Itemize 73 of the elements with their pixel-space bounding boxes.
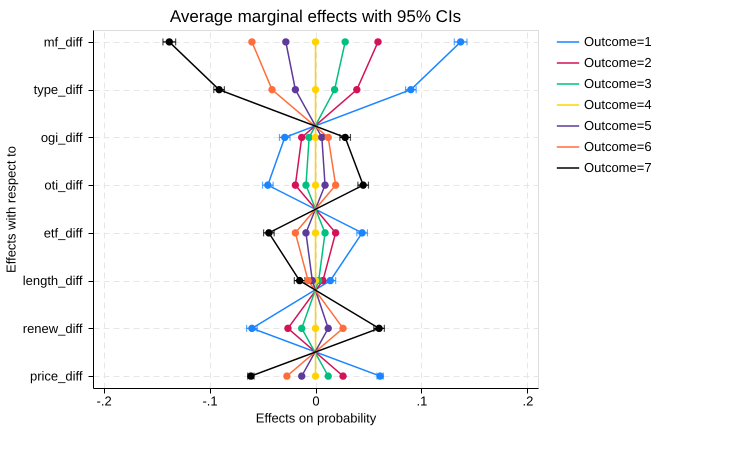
y-tick-label: renew_diff: [22, 320, 83, 336]
point: [284, 324, 292, 332]
point: [298, 324, 306, 332]
y-axis-title: Effects with respect to: [4, 146, 19, 273]
point: [407, 86, 415, 94]
legend-label: Outcome=6: [584, 139, 652, 154]
point: [326, 276, 334, 284]
point: [298, 372, 306, 380]
point: [312, 181, 320, 189]
legend-label: Outcome=1: [584, 34, 652, 49]
point: [330, 86, 338, 94]
y-tick-label: oti_diff: [44, 178, 83, 193]
point: [281, 134, 288, 142]
point: [248, 38, 256, 46]
point: [265, 229, 273, 237]
point: [318, 134, 326, 142]
legend-label: Outcome=5: [584, 118, 652, 133]
point: [353, 86, 361, 94]
legend-label: Outcome=3: [584, 76, 652, 91]
point: [302, 181, 310, 189]
point: [456, 38, 464, 46]
y-tick-label: ogi_diff: [40, 130, 83, 145]
y-tick-label: etf_diff: [44, 225, 83, 240]
point: [375, 324, 383, 332]
point: [312, 86, 320, 94]
y-tick-label: length_diff: [22, 273, 83, 288]
chart-title: Average marginal effects with 95% CIs: [170, 7, 462, 26]
point: [292, 86, 300, 94]
point: [248, 324, 256, 332]
point: [341, 134, 349, 142]
point: [339, 372, 347, 380]
point: [312, 324, 320, 332]
point: [264, 181, 272, 189]
point: [339, 324, 347, 332]
point: [166, 38, 173, 46]
x-axis-title: Effects on probability: [256, 410, 377, 426]
x-tick-label: -.1: [202, 394, 218, 408]
legend-label: Outcome=4: [584, 97, 652, 112]
y-tick-label: price_diff: [30, 368, 83, 384]
point: [282, 38, 290, 46]
x-tick-label: .2: [522, 394, 534, 408]
point: [302, 229, 310, 237]
point: [341, 38, 349, 46]
point: [283, 372, 291, 380]
point: [324, 372, 332, 380]
point: [324, 324, 332, 332]
point: [292, 181, 300, 189]
point: [359, 181, 367, 189]
point: [332, 181, 340, 189]
point: [374, 38, 382, 46]
y-tick-label: mf_diff: [44, 34, 83, 50]
point: [324, 134, 332, 142]
point: [305, 134, 313, 142]
legend-label: Outcome=2: [584, 55, 652, 70]
point: [292, 229, 300, 237]
y-tick-label: type_diff: [34, 82, 83, 98]
point: [312, 134, 320, 142]
point: [304, 276, 312, 284]
point: [321, 181, 329, 189]
x-tick-label: .1: [416, 394, 428, 408]
point: [358, 229, 366, 237]
x-tick-label: -.2: [96, 394, 112, 408]
point: [268, 86, 276, 94]
point: [296, 276, 304, 284]
legend-label: Outcome=7: [584, 160, 652, 175]
x-tick-label: 0: [312, 394, 320, 408]
point: [321, 229, 329, 237]
point: [215, 86, 223, 94]
point: [312, 38, 320, 46]
point: [312, 229, 320, 237]
point: [298, 134, 306, 142]
point: [312, 372, 320, 380]
point: [332, 229, 340, 237]
